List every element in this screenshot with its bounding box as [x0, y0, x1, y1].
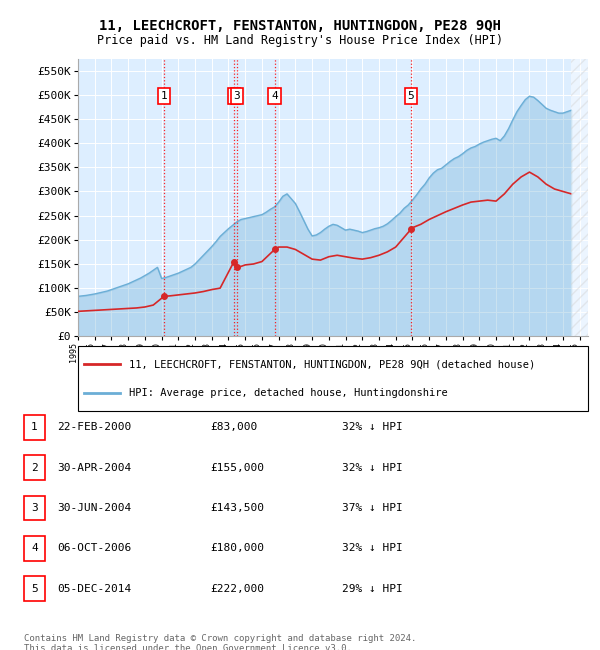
Text: 4: 4 — [271, 91, 278, 101]
Text: 30-JUN-2004: 30-JUN-2004 — [57, 503, 131, 513]
Text: 06-OCT-2006: 06-OCT-2006 — [57, 543, 131, 553]
Text: 3: 3 — [233, 91, 240, 101]
Text: 2: 2 — [230, 91, 238, 101]
Text: 5: 5 — [31, 584, 38, 593]
Text: 3: 3 — [31, 503, 38, 513]
Text: Price paid vs. HM Land Registry's House Price Index (HPI): Price paid vs. HM Land Registry's House … — [97, 34, 503, 47]
Text: 11, LEECHCROFT, FENSTANTON, HUNTINGDON, PE28 9QH (detached house): 11, LEECHCROFT, FENSTANTON, HUNTINGDON, … — [129, 359, 535, 369]
Text: 1: 1 — [161, 91, 167, 101]
Text: Contains HM Land Registry data © Crown copyright and database right 2024.
This d: Contains HM Land Registry data © Crown c… — [24, 634, 416, 650]
Text: £143,500: £143,500 — [210, 503, 264, 513]
Text: HPI: Average price, detached house, Huntingdonshire: HPI: Average price, detached house, Hunt… — [129, 388, 448, 398]
Text: 32% ↓ HPI: 32% ↓ HPI — [342, 422, 403, 432]
Text: 1: 1 — [31, 422, 38, 432]
Text: 32% ↓ HPI: 32% ↓ HPI — [342, 463, 403, 473]
Text: 05-DEC-2014: 05-DEC-2014 — [57, 584, 131, 593]
Text: 4: 4 — [31, 543, 38, 553]
Text: 37% ↓ HPI: 37% ↓ HPI — [342, 503, 403, 513]
Text: 30-APR-2004: 30-APR-2004 — [57, 463, 131, 473]
Text: 29% ↓ HPI: 29% ↓ HPI — [342, 584, 403, 593]
Text: 5: 5 — [408, 91, 415, 101]
Text: 2: 2 — [31, 463, 38, 473]
Text: £83,000: £83,000 — [210, 422, 257, 432]
Text: £222,000: £222,000 — [210, 584, 264, 593]
Text: £180,000: £180,000 — [210, 543, 264, 553]
Text: 22-FEB-2000: 22-FEB-2000 — [57, 422, 131, 432]
Text: 11, LEECHCROFT, FENSTANTON, HUNTINGDON, PE28 9QH: 11, LEECHCROFT, FENSTANTON, HUNTINGDON, … — [99, 19, 501, 33]
Text: £155,000: £155,000 — [210, 463, 264, 473]
Text: 32% ↓ HPI: 32% ↓ HPI — [342, 543, 403, 553]
